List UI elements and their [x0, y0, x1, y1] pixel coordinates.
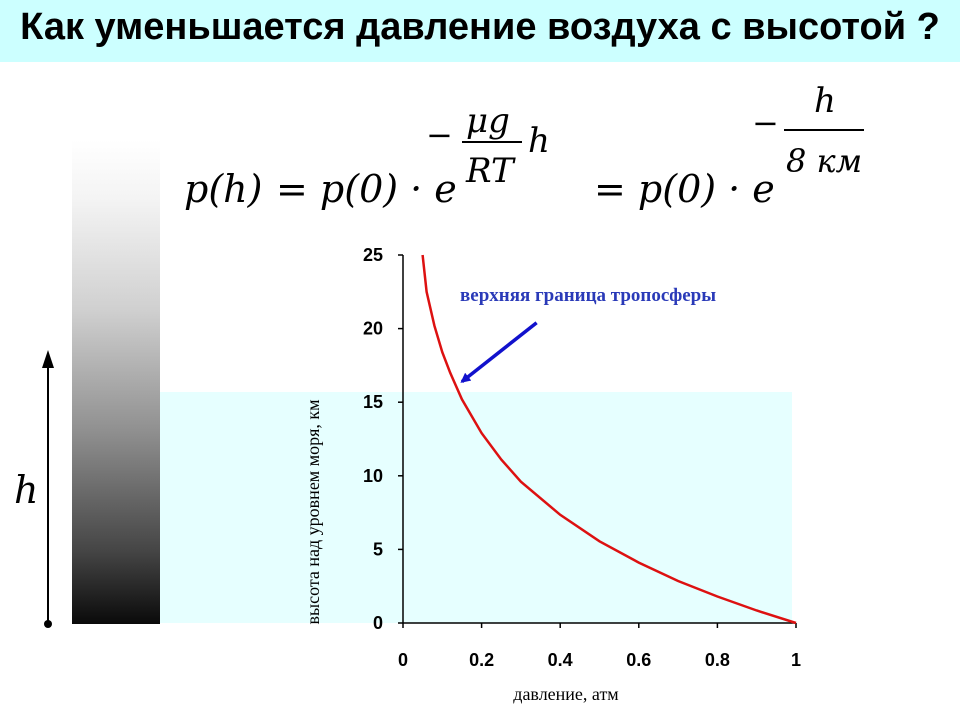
formula-rhs-1: = p(0) · e — [276, 167, 457, 211]
formula-rhs-2: = p(0) · e — [594, 167, 775, 211]
air-density-gradient — [72, 140, 160, 624]
formula-exp1-variable: h — [528, 121, 550, 161]
y-tick-label: 0 — [373, 613, 383, 633]
x-tick-label: 0.2 — [469, 650, 494, 670]
title-bar: Как уменьшается давление воздуха с высот… — [0, 0, 960, 62]
y-tick-label: 10 — [363, 466, 383, 486]
formula-exp2-minus: − — [752, 104, 779, 142]
pressure-formula: p(h) = p(0) · e − μg RT h = p(0) · e − h… — [184, 81, 864, 211]
page-title: Как уменьшается давление воздуха с высот… — [20, 6, 940, 48]
formula-exp2-denominator: 8 км — [786, 142, 862, 180]
x-tick-label: 0 — [398, 650, 408, 670]
formula-exp1-denominator: RT — [465, 151, 516, 191]
y-tick-label: 20 — [363, 319, 383, 339]
formula-exp1-minus: − — [426, 116, 453, 154]
y-axis-title: высота над уровнем моря, км — [303, 399, 323, 624]
y-tick-label: 5 — [373, 539, 383, 559]
x-tick-label: 0.4 — [548, 650, 573, 670]
formula-lhs: p(h) — [184, 167, 262, 211]
y-tick-label: 15 — [363, 392, 383, 412]
troposphere-arrow-icon — [460, 321, 538, 383]
pressure-curve — [421, 254, 797, 625]
x-axis-title: давление, атм — [513, 684, 618, 704]
formula-exp2-numerator: h — [814, 81, 836, 121]
y-tick-label: 25 — [363, 245, 383, 265]
height-arrow-origin — [44, 620, 52, 628]
height-arrow-head — [42, 350, 54, 368]
formula-exp1-numerator: μg — [466, 101, 510, 141]
x-tick-label: 0.8 — [705, 650, 730, 670]
height-axis-label: h — [14, 468, 39, 512]
troposphere-annotation: верхняя граница тропосферы — [460, 285, 716, 306]
x-tick-label: 0.6 — [626, 650, 651, 670]
x-tick-label: 1 — [791, 650, 801, 670]
